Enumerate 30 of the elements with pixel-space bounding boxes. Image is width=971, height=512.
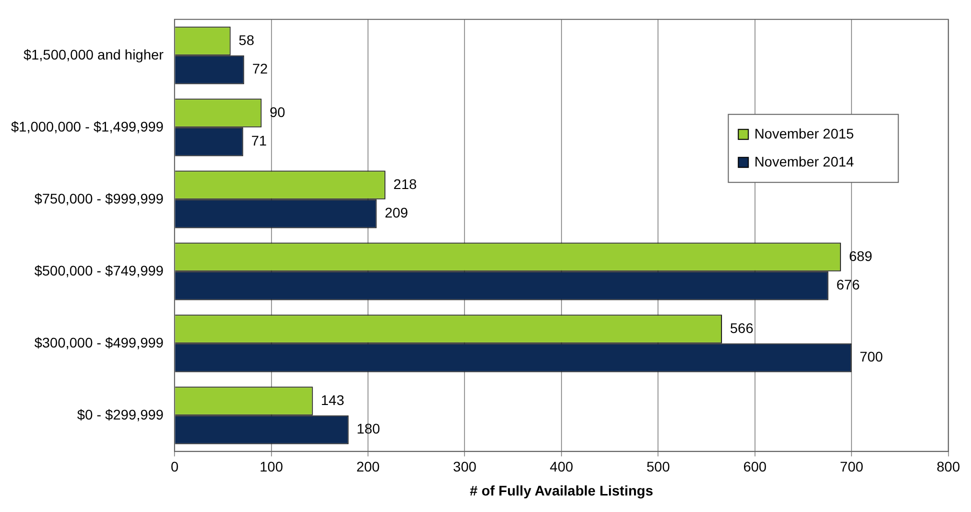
x-tick-label: 500: [646, 458, 670, 475]
x-tick-label: 700: [840, 458, 864, 475]
x-tick-label: 0: [170, 458, 179, 475]
y-tick-label: $750,000 - $999,999: [34, 190, 164, 206]
x-tick-label: 600: [743, 458, 767, 475]
data-label: 58: [238, 32, 254, 48]
x-tick-label: 300: [453, 458, 477, 475]
y-tick-label: $1,000,000 - $1,499,999: [11, 118, 164, 134]
data-label: 90: [270, 104, 286, 120]
y-tick-label: $0 - $299,999: [77, 406, 164, 422]
data-label: 218: [393, 176, 417, 192]
data-label: 71: [251, 132, 268, 149]
legend-label: November 2015: [754, 125, 854, 142]
y-tick-label: $500,000 - $749,999: [34, 262, 164, 278]
y-tick-label: $1,500,000 and higher: [23, 46, 164, 62]
x-tick-label: 800: [936, 458, 960, 475]
x-tick-label: 200: [356, 458, 380, 475]
legend-label: November 2014: [754, 153, 854, 170]
data-label: 143: [320, 392, 344, 408]
data-label: 209: [384, 204, 408, 221]
data-label: 676: [836, 276, 860, 293]
data-label: 72: [252, 60, 268, 77]
data-label: 566: [730, 320, 754, 336]
data-label: 700: [860, 348, 884, 365]
data-label: 689: [848, 248, 873, 264]
data-label: 180: [356, 420, 380, 437]
x-tick-label: 400: [550, 458, 574, 475]
x-axis-title: # of Fully Available Listings: [470, 482, 654, 498]
y-tick-label: $300,000 - $499,999: [34, 334, 164, 350]
x-tick-label: 100: [260, 458, 284, 475]
